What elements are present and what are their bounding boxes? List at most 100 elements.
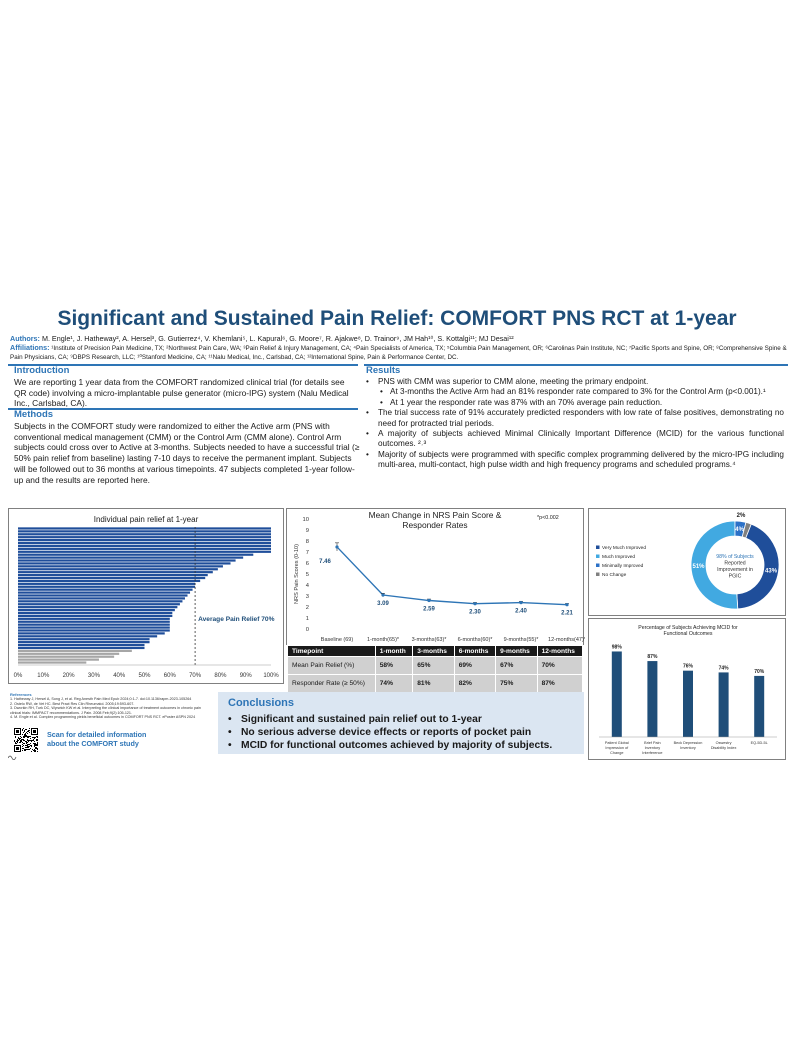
table-header-cell: 12-months <box>536 645 584 657</box>
table-cell: 69% <box>453 656 497 675</box>
ipr-bar <box>18 573 208 577</box>
conclusions-list: Significant and sustained pain relief ou… <box>228 713 552 752</box>
ipr-bar <box>18 614 173 618</box>
ipr-bar <box>18 527 271 530</box>
mcid-data-label: 87% <box>647 654 658 660</box>
results-bullet: At 3-months the Active Arm had an 81% re… <box>364 387 784 398</box>
pgic-slice-label: 2% <box>737 513 746 519</box>
ipr-bar <box>18 611 173 615</box>
reference-item: 3. Dworkin RH, Turk DC, Wyrwich KW et al… <box>10 706 201 715</box>
pgic-chart-svg: 43% 51% 4% 2% 98% of SubjectsReportedImprove… <box>596 513 780 610</box>
table-cell: 70% <box>536 656 584 675</box>
intro-rule <box>8 364 358 366</box>
nrs-point <box>473 602 477 606</box>
results-rule <box>364 364 788 366</box>
ipr-bar <box>18 536 271 539</box>
qr-code[interactable] <box>14 728 38 752</box>
table-row: Responder Rate (≥ 50%) 74% 81% 82% 75% 87% <box>287 674 584 693</box>
pgic-slice <box>690 520 739 610</box>
results-bullet: PNS with CMM was superior to CMM alone, … <box>364 377 784 388</box>
small-signature-mark <box>8 755 17 760</box>
pgic-center-label: 98% of Subjects <box>716 554 754 560</box>
nrs-chart-svg: Mean Change in NRS Pain Score &Responder… <box>294 510 585 643</box>
nrs-point <box>565 603 569 607</box>
nrs-title-line1: Mean Change in NRS Pain Score & <box>369 510 502 520</box>
ipr-bar <box>18 600 183 603</box>
ipr-bar <box>18 635 158 638</box>
table-cell: 82% <box>453 674 497 693</box>
nrs-y-tick: 7 <box>306 550 309 556</box>
reference-item: 2. Ostelo RW, de Vet HC. Best Pract Res … <box>10 701 135 706</box>
methods-rule <box>8 408 358 410</box>
ipr-chart-svg: Average Pain Relief 70% 0% 10% 20% 30% 40% 50%… <box>14 527 279 679</box>
scan-text-line1: Scan for detailed information <box>47 730 147 739</box>
ipr-bar <box>18 530 271 533</box>
poster-title: Significant and Sustained Pain Relief: C… <box>57 307 737 330</box>
table-body: Mean Pain Relief (%) 58% 65% 69% 67% 70% Respo… <box>287 656 584 693</box>
nrs-y-tick: 1 <box>306 616 309 622</box>
ipr-bar <box>18 646 145 650</box>
results-bullet: At 1 year the responder rate was 87% wit… <box>364 398 784 409</box>
ipr-bar <box>18 649 132 652</box>
nrs-x-tick: 3-months(63)* <box>412 637 448 643</box>
pgic-center-label: PGIC <box>729 574 742 580</box>
ipr-bar <box>18 638 150 641</box>
ipr-bar <box>18 562 231 565</box>
results-list: PNS with CMM was superior to CMM alone, … <box>364 377 784 471</box>
mcid-bar <box>683 670 693 737</box>
ipr-bar <box>18 620 170 623</box>
ipr-tick-label: 60% <box>164 673 177 679</box>
nrs-title-line2: Responder Rates <box>402 520 467 530</box>
mcid-data-label: 76% <box>683 664 694 670</box>
table-header-cell: Timepoint <box>287 645 376 657</box>
ipr-bar <box>18 652 120 655</box>
nrs-data-label: 3.09 <box>377 601 389 607</box>
results-heading: Results <box>366 365 401 376</box>
mcid-title-line2: Functional Outcomes <box>663 631 712 637</box>
mcid-category-label: Change <box>610 751 623 755</box>
affiliations: Affiliations: ¹Institute of Precision Pa… <box>10 343 790 362</box>
ipr-bar <box>18 606 178 609</box>
table-header-cell: 6-months <box>453 645 497 657</box>
nrs-x-tick: 6-months(60)* <box>458 637 494 643</box>
ipr-bar <box>18 544 271 548</box>
ipr-bar <box>18 623 170 626</box>
ipr-bar <box>18 591 191 594</box>
mcid-data-label: 74% <box>719 665 730 671</box>
ipr-bar <box>18 553 254 556</box>
pgic-legend-swatch <box>596 572 600 576</box>
reference-item: 1. Hatheway J, Hersel A, Song J, et al. … <box>10 697 192 702</box>
table-cell: 74% <box>374 674 414 693</box>
mcid-data-label: 70% <box>754 669 765 675</box>
nrs-data-label: 2.30 <box>469 610 481 616</box>
ipr-bar <box>18 585 196 588</box>
pgic-center-label: Improvement in <box>717 567 753 573</box>
nrs-point <box>519 601 523 605</box>
references: References 1. Hatheway J, Hersel A, Song… <box>10 692 210 719</box>
results-bullet: Majority of subjects were programmed wit… <box>364 450 784 471</box>
table-cell: 65% <box>412 656 455 675</box>
results-table: Timepoint 1-month 3-months 6-months 9-months… <box>287 645 584 693</box>
ipr-bar <box>18 559 236 562</box>
ipr-bar <box>18 568 218 571</box>
mcid-bar-chart: Percentage of Subjects Achieving MCID fo… <box>588 618 786 760</box>
pgic-slice-label: 43% <box>765 569 778 575</box>
table-header-cell: 1-month <box>374 645 414 657</box>
results-bullet: The trial success rate of 91% accurately… <box>364 408 784 429</box>
nrs-x-tick: 1-month(65)* <box>367 637 400 643</box>
nrs-x-tick: 12-months(47)* <box>548 637 585 643</box>
reference-item: 4. M. Engle et al. Complex programming y… <box>10 715 196 720</box>
pgic-legend-label: Minimally Improved <box>602 563 644 569</box>
ipr-bar <box>18 629 170 632</box>
ipr-bar <box>18 597 185 600</box>
scan-text: Scan for detailed information about the … <box>47 730 146 748</box>
introduction-heading: Introduction <box>14 365 70 376</box>
conclusion-item: Significant and sustained pain relief ou… <box>228 713 552 726</box>
mcid-category-label: Oswestry <box>716 741 732 745</box>
references-list: 1. Hatheway J, Hersel A, Song J, et al. … <box>10 697 210 719</box>
authors-text: M. Engle¹, J. Hatheway², A. Hersel³, G. … <box>41 334 514 343</box>
ipr-bar <box>18 579 201 583</box>
pgic-legend-label: Much Improved <box>602 554 635 560</box>
ipr-bar <box>18 641 150 644</box>
nrs-x-tick: 9-months(55)* <box>504 637 540 643</box>
